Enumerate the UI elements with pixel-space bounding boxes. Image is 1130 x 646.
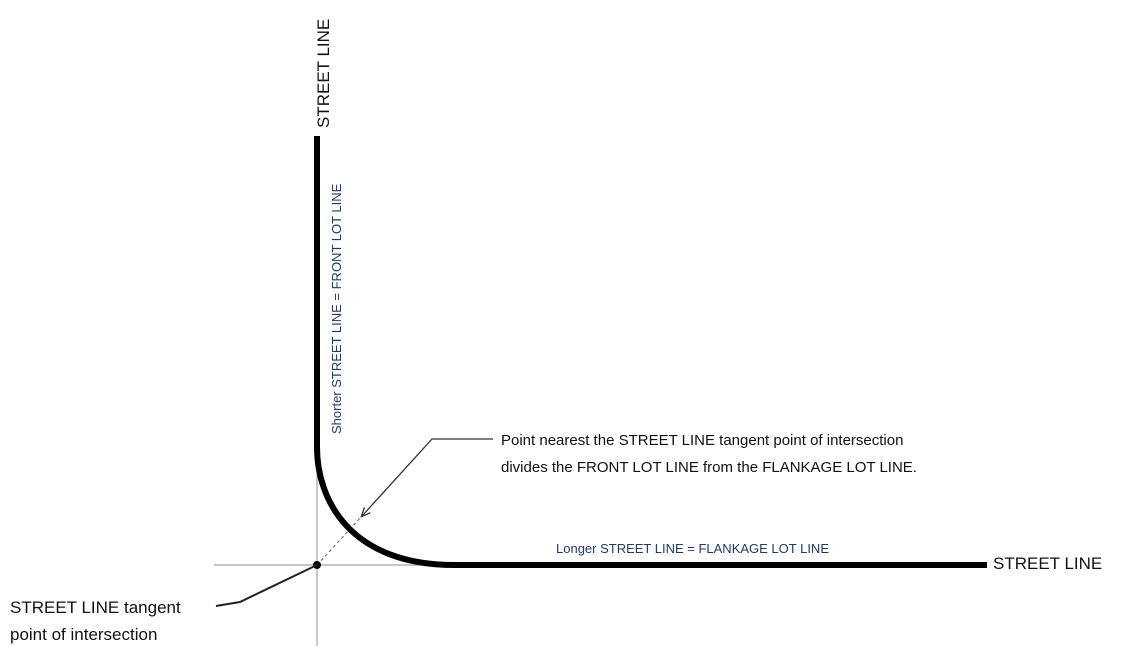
flankage-lot-line-label: Longer STREET LINE = FLANKAGE LOT LINE <box>556 541 829 556</box>
bisector-dashed-line <box>316 515 363 566</box>
intersection-label-line2: point of intersection <box>10 625 157 644</box>
street-line-path <box>314 136 987 568</box>
street-line-right-label: STREET LINE <box>993 554 1102 573</box>
callout-text-line2: divides the FRONT LOT LINE from the FLAN… <box>501 459 917 476</box>
street-line-top-label: STREET LINE <box>314 19 333 128</box>
intersection-leader <box>215 564 318 607</box>
callout-leader-arrow <box>362 438 493 516</box>
intersection-label-line1: STREET LINE tangent <box>10 598 181 617</box>
callout-text-line1: Point nearest the STREET LINE tangent po… <box>501 432 903 449</box>
front-lot-line-label: Shorter STREET LINE = FRONT LOT LINE <box>329 183 344 434</box>
